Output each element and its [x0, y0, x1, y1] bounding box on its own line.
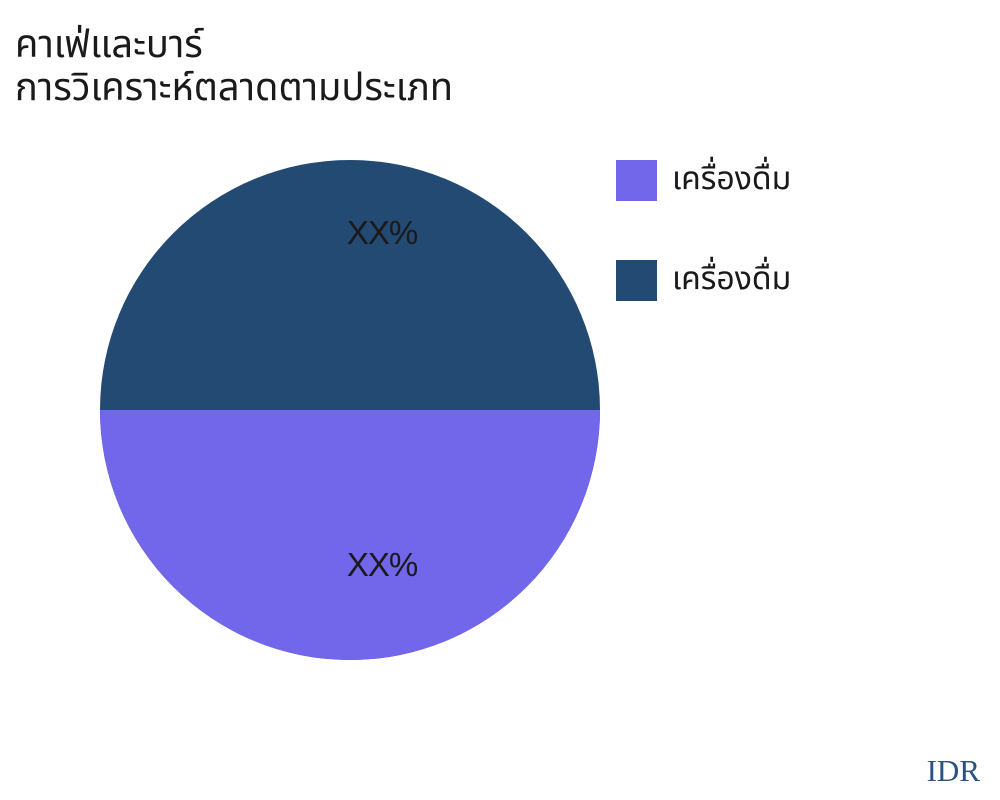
- svg-text:XX%: XX%: [347, 546, 418, 583]
- svg-text:XX%: XX%: [347, 214, 418, 251]
